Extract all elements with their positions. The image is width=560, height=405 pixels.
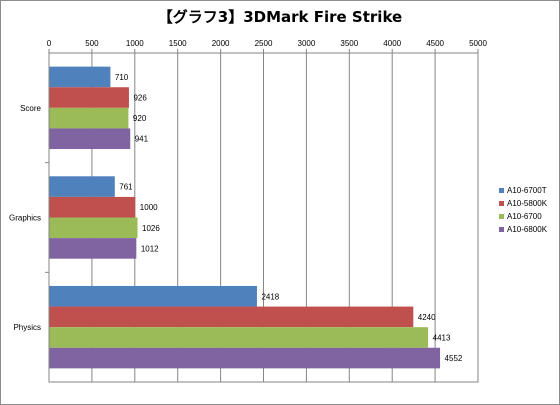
legend-swatch bbox=[499, 214, 504, 219]
legend: A10-6700T A10-5800K A10-6700 A10-6800K bbox=[499, 184, 547, 236]
bar bbox=[49, 306, 414, 328]
legend-item: A10-6700T bbox=[499, 184, 547, 197]
category-label: Score bbox=[20, 104, 41, 113]
legend-label: A10-6700T bbox=[507, 186, 547, 195]
plot-area bbox=[48, 52, 479, 383]
x-tick-label: 4500 bbox=[426, 39, 444, 48]
category-label: Physics bbox=[13, 323, 41, 332]
data-label: 1026 bbox=[142, 224, 160, 233]
x-tick-label: 3000 bbox=[298, 39, 316, 48]
legend-swatch bbox=[499, 188, 504, 193]
bar bbox=[49, 238, 137, 259]
x-tick-label: 0 bbox=[47, 39, 52, 48]
bar bbox=[49, 66, 111, 88]
x-tick-label: 2000 bbox=[212, 39, 230, 48]
legend-item: A10-6700 bbox=[499, 210, 547, 223]
data-label: 761 bbox=[119, 183, 133, 192]
legend-label: A10-6800K bbox=[507, 225, 548, 234]
x-tick-label: 500 bbox=[85, 39, 99, 48]
data-label: 941 bbox=[135, 135, 149, 144]
data-label: 710 bbox=[115, 73, 129, 82]
bar bbox=[49, 285, 257, 307]
x-tick-label: 3500 bbox=[340, 39, 358, 48]
bar bbox=[49, 347, 441, 369]
data-label: 2418 bbox=[261, 292, 279, 301]
x-tick-label: 1500 bbox=[169, 39, 187, 48]
x-tick-label: 2500 bbox=[255, 39, 273, 48]
x-tick-label: 4000 bbox=[383, 39, 401, 48]
bar bbox=[49, 107, 129, 129]
data-label: 4240 bbox=[418, 313, 436, 322]
data-label: 926 bbox=[133, 94, 147, 103]
bar bbox=[49, 176, 115, 197]
chart-title: 【グラフ3】3DMark Fire Strike bbox=[157, 8, 403, 26]
legend-label: A10-5800K bbox=[507, 199, 548, 208]
bar bbox=[49, 327, 429, 348]
data-label: 1000 bbox=[140, 203, 158, 212]
legend-swatch bbox=[499, 227, 504, 232]
data-label: 920 bbox=[133, 114, 147, 123]
bar bbox=[49, 196, 136, 218]
category-label: Graphics bbox=[9, 214, 41, 223]
x-tick-label: 1000 bbox=[126, 39, 144, 48]
legend-swatch bbox=[499, 201, 504, 206]
bar bbox=[49, 128, 131, 150]
bar bbox=[49, 87, 129, 108]
data-label: 4413 bbox=[433, 333, 451, 342]
x-tick-label: 5000 bbox=[469, 39, 487, 48]
bar bbox=[49, 217, 138, 239]
legend-item: A10-6800K bbox=[499, 223, 547, 236]
legend-label: A10-6700 bbox=[507, 212, 542, 221]
legend-item: A10-5800K bbox=[499, 197, 547, 210]
data-label: 1012 bbox=[141, 244, 159, 253]
data-label: 4552 bbox=[445, 354, 463, 363]
